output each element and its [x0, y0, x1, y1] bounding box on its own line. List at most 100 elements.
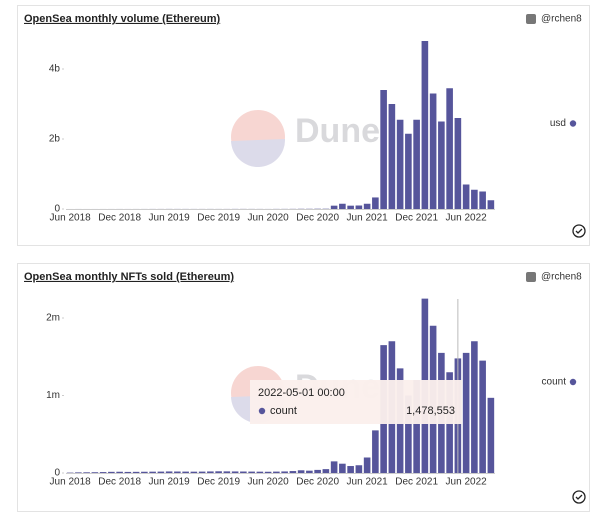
bar [75, 472, 82, 473]
bar [413, 119, 420, 209]
chart-title: OpenSea monthly NFTs sold (Ethereum) [24, 271, 234, 283]
y-tick-label: 2m [46, 313, 60, 324]
x-tick-label: Jun 2021 [347, 477, 389, 488]
bar [429, 93, 437, 209]
tooltip [250, 380, 462, 424]
bar [141, 471, 148, 473]
check-mark [575, 228, 583, 234]
bar [363, 203, 371, 209]
author: @rchen8 [541, 272, 582, 283]
x-tick-label: Dec 2019 [197, 213, 240, 224]
bar [413, 380, 420, 473]
legend-label: usd [550, 118, 566, 129]
bar [339, 203, 346, 209]
bar [330, 461, 338, 473]
bar [471, 341, 478, 473]
x-tick-label: Jun 2019 [149, 477, 191, 488]
bar [297, 470, 305, 473]
y-tick-label: 2b [49, 134, 61, 145]
bar [231, 471, 239, 473]
bar [248, 471, 255, 473]
bar [256, 471, 264, 473]
author: @rchen8 [541, 14, 582, 25]
bar [372, 197, 379, 209]
bar [91, 472, 99, 473]
bar [462, 184, 470, 209]
tooltip-label: count [270, 405, 297, 417]
watermark: Dune [295, 112, 380, 150]
bar [380, 90, 387, 209]
bar [83, 472, 90, 473]
y-tick-label: 0 [54, 204, 60, 215]
bar [190, 471, 198, 473]
bar [487, 397, 495, 473]
bar [372, 430, 379, 473]
avatar [526, 272, 536, 282]
bar [124, 471, 132, 473]
bar [289, 471, 297, 473]
bar [405, 395, 412, 473]
bar [438, 121, 445, 209]
bar [215, 471, 222, 473]
bar [132, 471, 140, 473]
chart-title: OpenSea monthly volume (Ethereum) [24, 13, 221, 25]
x-tick-label: Jun 2021 [347, 213, 389, 224]
y-tick-label: 0 [54, 468, 60, 479]
bar [223, 471, 231, 473]
y-tick-label: 1m [46, 390, 60, 401]
bar [471, 189, 478, 209]
bar [454, 118, 462, 209]
bar [347, 205, 354, 209]
bar [281, 471, 288, 473]
bar [405, 133, 412, 209]
bar [355, 205, 363, 209]
tooltip-marker [258, 407, 266, 415]
bar [479, 191, 486, 209]
bar [347, 466, 354, 473]
x-tick-label: Jun 2022 [446, 213, 488, 224]
legend-label: count [542, 377, 567, 388]
bar [198, 471, 206, 473]
bar [355, 465, 363, 473]
bar [306, 470, 313, 473]
x-tick-label: Jun 2020 [248, 213, 290, 224]
bar [363, 457, 371, 473]
bar [421, 41, 429, 209]
x-tick-label: Jun 2018 [50, 213, 92, 224]
tooltip-value: 1,478,553 [406, 405, 455, 417]
x-tick-label: Jun 2020 [248, 477, 290, 488]
check-mark [575, 494, 583, 500]
bar [165, 471, 173, 473]
bar [207, 471, 214, 473]
bar [99, 472, 107, 473]
bar [264, 471, 272, 473]
bar [388, 104, 396, 209]
x-tick-label: Dec 2021 [395, 213, 438, 224]
bar [157, 471, 165, 473]
y-tick-label: 4b [49, 64, 61, 75]
bar [116, 471, 123, 473]
x-tick-label: Dec 2021 [395, 477, 438, 488]
x-tick-label: Jun 2019 [149, 213, 191, 224]
x-tick-label: Dec 2018 [98, 213, 141, 224]
bar [273, 471, 280, 473]
x-tick-label: Dec 2019 [197, 477, 240, 488]
avatar [526, 14, 536, 24]
bar [446, 88, 453, 209]
bar [240, 471, 247, 473]
bar [314, 469, 321, 473]
bar [487, 200, 495, 209]
check-icon [572, 490, 586, 504]
bar [322, 469, 330, 473]
x-tick-label: Dec 2018 [98, 477, 141, 488]
watermark-logo-part [231, 139, 286, 168]
legend-marker [569, 120, 577, 127]
bar [149, 471, 156, 473]
bar [330, 205, 338, 209]
bar [396, 119, 404, 209]
x-tick-label: Jun 2018 [50, 477, 92, 488]
bar [174, 471, 181, 473]
bar [462, 352, 470, 473]
